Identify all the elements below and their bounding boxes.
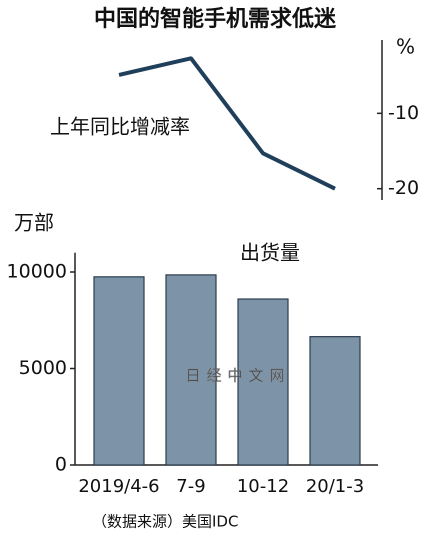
axis-unit: % (396, 35, 415, 59)
x-tick-label: 20/1-3 (306, 476, 364, 497)
x-tick-label: 2019/4-6 (78, 476, 159, 497)
x-tick-label: 10-12 (237, 476, 289, 497)
watermark: 日经中文网 (185, 367, 290, 385)
source-note: （数据来源）美国IDC (92, 513, 238, 531)
bar (237, 298, 289, 466)
bar (309, 336, 361, 466)
y-tick-label: 5000 (19, 357, 67, 379)
chart-title: 中国的智能手机需求低迷 (94, 6, 337, 32)
y-tick-label: 0 (55, 454, 67, 476)
bar (93, 276, 145, 466)
axis-unit: 万部 (14, 211, 54, 235)
series-label: 出货量 (240, 241, 300, 265)
y-tick-label: -10 (388, 102, 419, 124)
bar (165, 274, 217, 466)
series-label: 上年同比增减率 (50, 115, 190, 139)
x-tick-label: 7-9 (176, 476, 205, 497)
y-tick-label: -20 (388, 177, 419, 199)
y-tick-label: 10000 (7, 261, 67, 283)
line-series (118, 56, 336, 191)
